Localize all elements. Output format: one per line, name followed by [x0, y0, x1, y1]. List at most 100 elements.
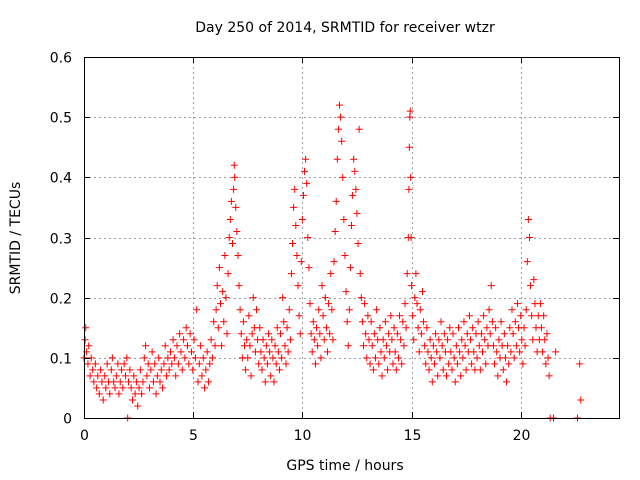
data-point — [408, 282, 416, 290]
y-tick-label: 0.2 — [50, 292, 72, 308]
data-point — [86, 372, 94, 380]
data-point — [170, 354, 178, 362]
data-point — [410, 336, 418, 344]
data-point — [213, 282, 221, 290]
data-point — [524, 215, 532, 223]
data-point — [160, 360, 168, 368]
data-point — [93, 384, 101, 392]
data-point — [495, 336, 503, 344]
data-point — [539, 348, 547, 356]
data-point — [465, 312, 473, 320]
data-point — [528, 312, 536, 320]
data-point — [207, 336, 215, 344]
data-point — [488, 318, 496, 326]
data-point — [290, 203, 298, 211]
data-point — [512, 342, 520, 350]
data-point — [442, 372, 450, 380]
data-point — [244, 354, 252, 362]
data-point — [483, 324, 491, 332]
data-point — [355, 125, 363, 133]
data-point — [165, 366, 173, 374]
data-point — [505, 360, 513, 368]
data-point — [237, 330, 245, 338]
data-point — [486, 330, 494, 338]
data-point — [125, 378, 133, 386]
data-point — [458, 336, 466, 344]
data-point — [520, 324, 528, 332]
data-point — [301, 167, 309, 175]
x-tick-label: 10 — [294, 428, 312, 444]
data-point — [108, 354, 116, 362]
data-point — [435, 336, 443, 344]
data-point — [246, 342, 254, 350]
data-point — [317, 354, 325, 362]
data-point — [421, 342, 429, 350]
data-point — [81, 336, 89, 344]
data-point — [481, 336, 489, 344]
data-point — [149, 378, 157, 386]
data-point — [473, 354, 481, 362]
data-point — [529, 336, 537, 344]
x-tick-label: 20 — [513, 428, 531, 444]
data-point — [177, 348, 185, 356]
data-point — [436, 354, 444, 362]
data-point — [266, 348, 274, 356]
data-point — [537, 324, 545, 332]
data-point — [480, 312, 488, 320]
data-point — [402, 324, 410, 332]
x-tick-label: 5 — [189, 428, 198, 444]
data-point — [387, 312, 395, 320]
data-point — [335, 101, 343, 109]
data-point — [378, 372, 386, 380]
data-point — [542, 360, 550, 368]
data-point — [98, 378, 106, 386]
data-point — [210, 318, 218, 326]
data-point — [147, 366, 155, 374]
data-point — [258, 366, 266, 374]
data-point — [242, 366, 250, 374]
chart-title: Day 250 of 2014, SRMTID for receiver wtz… — [195, 20, 495, 36]
data-point — [267, 372, 275, 380]
data-point — [95, 390, 103, 398]
data-point — [236, 306, 244, 314]
data-point — [119, 384, 127, 392]
data-point — [381, 318, 389, 326]
data-point — [342, 288, 350, 296]
y-tick-label: 0.6 — [50, 51, 72, 67]
data-point — [409, 312, 417, 320]
data-point — [157, 366, 165, 374]
data-point — [485, 306, 493, 314]
data-point — [530, 276, 538, 284]
data-point — [286, 336, 294, 344]
data-point — [447, 348, 455, 356]
data-point — [90, 378, 98, 386]
data-point — [114, 360, 122, 368]
data-point — [161, 342, 169, 350]
data-point — [522, 306, 530, 314]
data-point — [345, 306, 353, 314]
data-point — [424, 348, 432, 356]
data-point — [384, 366, 392, 374]
data-point — [277, 330, 285, 338]
data-point — [272, 360, 280, 368]
data-point — [89, 366, 97, 374]
data-point — [353, 209, 361, 217]
data-point — [101, 372, 109, 380]
data-point — [305, 264, 313, 272]
data-point — [189, 366, 197, 374]
data-point — [497, 318, 505, 326]
data-point — [415, 348, 423, 356]
data-point — [186, 330, 194, 338]
data-point — [356, 270, 364, 278]
y-tick-labels: 0 0.1 0.2 0.3 0.4 0.5 0.6 — [50, 51, 72, 428]
data-point — [285, 306, 293, 314]
data-point — [412, 270, 420, 278]
data-point — [392, 366, 400, 374]
x-axis-label: GPS time / hours — [286, 458, 403, 474]
data-point — [142, 342, 150, 350]
data-point — [320, 336, 328, 344]
data-point — [375, 360, 383, 368]
data-point — [405, 143, 413, 151]
data-point — [102, 384, 110, 392]
